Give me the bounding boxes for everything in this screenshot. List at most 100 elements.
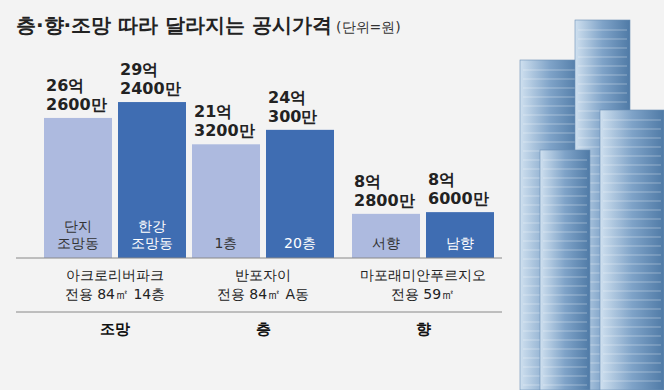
building-floor xyxy=(603,255,661,256)
data-label: 8억6000만 xyxy=(428,170,489,208)
building-floor xyxy=(578,48,627,49)
building-floor xyxy=(603,318,661,319)
building-floor xyxy=(603,282,661,283)
building-floor xyxy=(543,286,587,287)
building-floor xyxy=(603,372,661,373)
building-floor xyxy=(523,124,577,125)
building-floor xyxy=(543,187,587,188)
building-floor xyxy=(603,291,661,292)
data-label-line: 24억 xyxy=(268,88,306,107)
category-label: 단지조망동 xyxy=(57,218,99,251)
building-floor xyxy=(603,237,661,238)
building-floor xyxy=(603,138,661,139)
category-label-line: 단지 xyxy=(64,218,92,234)
building-floor xyxy=(523,88,577,89)
data-label: 26억2600만 xyxy=(46,76,107,114)
data-label-line: 29억 xyxy=(120,60,158,79)
building-floor xyxy=(543,277,587,278)
category-label: 한강조망동 xyxy=(131,218,173,251)
labels: 단지조망동26억2600만한강조망동29억2400만아크로리버파크전용 84㎡ … xyxy=(46,60,489,338)
building-floor xyxy=(578,66,627,67)
data-label-line: 6000만 xyxy=(428,189,489,208)
group-label: 전용 84㎡ 14층 xyxy=(65,286,166,302)
bar xyxy=(118,102,186,258)
building-floor xyxy=(543,331,587,332)
building-floor xyxy=(543,259,587,260)
building-floor xyxy=(543,223,587,224)
bar xyxy=(352,214,420,258)
building-illustration xyxy=(520,20,664,390)
building-floor xyxy=(523,70,577,71)
data-label-line: 2600만 xyxy=(46,95,107,114)
building-floor xyxy=(603,273,661,274)
building-floor xyxy=(543,214,587,215)
category-label: 남향 xyxy=(446,235,474,251)
building-floor xyxy=(603,165,661,166)
group-label: 전용 59㎡ xyxy=(391,286,455,302)
building-floor xyxy=(578,39,627,40)
building-floor xyxy=(543,322,587,323)
data-label: 24억300만 xyxy=(268,88,317,126)
data-label-line: 2800만 xyxy=(354,191,415,210)
data-label: 8억2800만 xyxy=(354,172,415,210)
building xyxy=(540,150,590,390)
bar xyxy=(44,118,112,258)
category-label: 1층 xyxy=(215,235,238,251)
category-label-line: 조망동 xyxy=(131,235,173,251)
building-floor xyxy=(603,174,661,175)
building-floor xyxy=(603,228,661,229)
chart-root: 층·향·조망 따라 달라지는 공시가격(단위=원)단지조망동26억2600만한강… xyxy=(0,0,664,390)
building-floor xyxy=(523,97,577,98)
building-floor xyxy=(603,264,661,265)
building-floor xyxy=(543,304,587,305)
data-label-line: 8억 xyxy=(428,170,455,189)
building-floor xyxy=(603,345,661,346)
building-floor xyxy=(603,156,661,157)
building-floor xyxy=(543,358,587,359)
building-floor xyxy=(523,142,577,143)
building-floor xyxy=(603,192,661,193)
building-floor xyxy=(543,376,587,377)
building-floor xyxy=(543,349,587,350)
building-floor xyxy=(603,183,661,184)
building-floor xyxy=(603,354,661,355)
building-floor xyxy=(543,385,587,386)
building-floor xyxy=(543,250,587,251)
group-label: 반포자이 xyxy=(235,267,291,283)
building-floor xyxy=(603,300,661,301)
building-floor xyxy=(578,102,627,103)
building-floor xyxy=(603,120,661,121)
building-floor xyxy=(603,210,661,211)
data-label-line: 3200만 xyxy=(194,121,255,140)
building-floor xyxy=(543,196,587,197)
category-label-line: 남향 xyxy=(446,235,474,251)
category-label-line: 서향 xyxy=(372,235,400,251)
building-floor xyxy=(578,93,627,94)
building-floor xyxy=(543,241,587,242)
category-label-line: 조망동 xyxy=(57,235,99,251)
bars xyxy=(44,102,494,258)
building-floor xyxy=(523,106,577,107)
building-floor xyxy=(543,340,587,341)
building-floor xyxy=(578,84,627,85)
panel-title: 조망 xyxy=(100,320,130,338)
category-label-line: 1층 xyxy=(215,235,238,251)
building-floor xyxy=(603,381,661,382)
building-floor xyxy=(603,336,661,337)
building-floor xyxy=(543,268,587,269)
panel-title: 층 xyxy=(256,320,271,338)
building-floor xyxy=(603,201,661,202)
building-floor xyxy=(578,57,627,58)
building-floor xyxy=(603,309,661,310)
bar xyxy=(192,144,260,258)
separator xyxy=(16,312,502,313)
data-label-line: 2400만 xyxy=(120,79,181,98)
data-label-line: 8억 xyxy=(354,172,381,191)
building xyxy=(600,110,664,390)
category-label: 서향 xyxy=(372,235,400,251)
building-floor xyxy=(578,30,627,31)
category-label: 20층 xyxy=(284,235,316,251)
group-label: 아크로리버파크 xyxy=(66,267,164,283)
building-floor xyxy=(603,129,661,130)
building-floor xyxy=(543,232,587,233)
